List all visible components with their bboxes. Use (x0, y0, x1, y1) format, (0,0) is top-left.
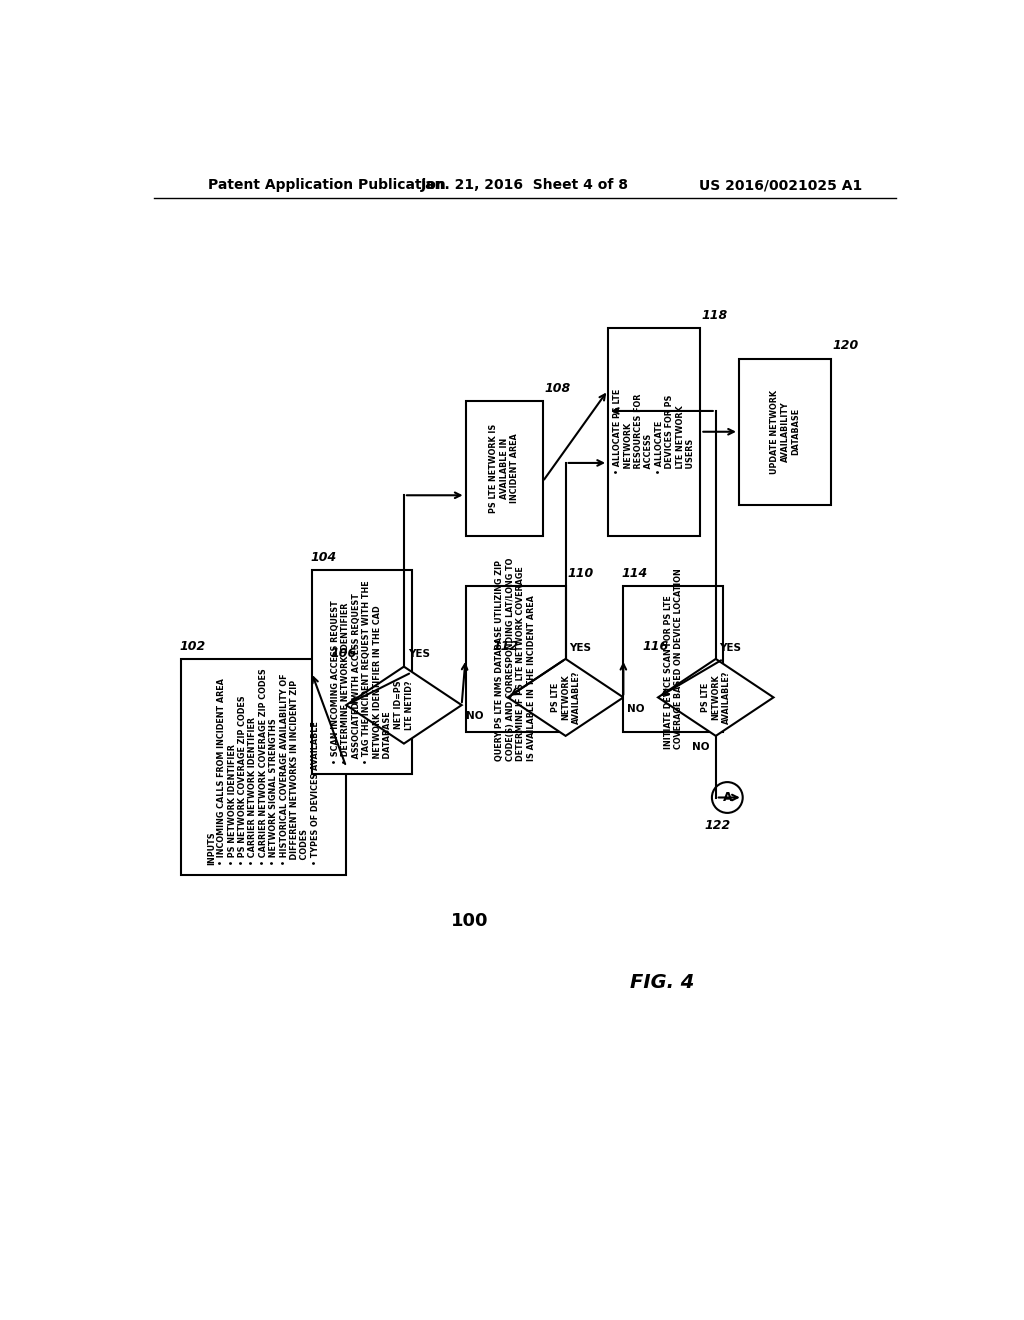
Text: US 2016/0021025 A1: US 2016/0021025 A1 (698, 178, 862, 193)
Text: A: A (723, 791, 732, 804)
Text: QUERY PS LTE NMS DATABASE UTILIZING ZIP
CODE(S) AND CORRESPONDING LAT/LONG TO
DE: QUERY PS LTE NMS DATABASE UTILIZING ZIP … (496, 557, 536, 760)
Text: Jan. 21, 2016  Sheet 4 of 8: Jan. 21, 2016 Sheet 4 of 8 (421, 178, 629, 193)
Text: 116: 116 (643, 640, 669, 653)
Text: 112: 112 (493, 640, 519, 653)
Text: 106: 106 (331, 647, 357, 660)
Bar (311, 570, 412, 775)
Text: UPDATE NETWORK
AVAILABILITY
DATABASE: UPDATE NETWORK AVAILABILITY DATABASE (770, 389, 800, 474)
Text: PS LTE
NETWORK
AVAILABLE?: PS LTE NETWORK AVAILABLE? (700, 671, 731, 725)
Text: 118: 118 (701, 309, 728, 322)
Text: NO: NO (628, 704, 645, 714)
Text: 114: 114 (622, 566, 648, 579)
Polygon shape (346, 667, 462, 743)
Text: 100: 100 (451, 912, 488, 929)
Text: YES: YES (720, 643, 741, 653)
Text: INPUTS
• INCOMING CALLS FROM INCIDENT AREA
• PS NETWORK IDENTIFIER
• PS NETWORK : INPUTS • INCOMING CALLS FROM INCIDENT AR… (207, 668, 319, 865)
Text: 122: 122 (705, 818, 730, 832)
Text: NET ID=PS
LTE NETID?: NET ID=PS LTE NETID? (394, 680, 414, 730)
Polygon shape (508, 659, 624, 737)
Text: NO: NO (692, 742, 710, 752)
Text: • SCAN INCOMING ACCESS REQUEST
• DETERMINE NETWORK IDENTIFIER
  ASSOCIATED WITH : • SCAN INCOMING ACCESS REQUEST • DETERMI… (331, 581, 392, 764)
Bar (608, 327, 700, 536)
Text: YES: YES (408, 649, 430, 659)
Text: 110: 110 (567, 566, 593, 579)
Bar (466, 586, 565, 733)
Text: YES: YES (569, 643, 592, 653)
Text: NO: NO (466, 711, 483, 721)
Text: • ALLOCATE PS LTE
  NETWORK
  RESOURCES FOR
  ACCESS
• ALLOCATE
  DEVICES FOR PS: • ALLOCATE PS LTE NETWORK RESOURCES FOR … (613, 389, 695, 474)
Bar (739, 359, 831, 506)
Text: PS LTE
NETWORK
AVAILABLE?: PS LTE NETWORK AVAILABLE? (551, 671, 581, 725)
Text: FIG. 4: FIG. 4 (630, 973, 694, 991)
Text: 108: 108 (544, 381, 570, 395)
Text: 120: 120 (833, 339, 859, 352)
Text: 102: 102 (179, 640, 206, 653)
Text: INITIATE DEVICE SCAN FOR PS LTE
COVERAGE BASED ON DEVICE LOCATION: INITIATE DEVICE SCAN FOR PS LTE COVERAGE… (664, 569, 683, 750)
Bar (466, 401, 543, 536)
Polygon shape (658, 659, 773, 737)
Bar (180, 659, 346, 875)
Text: 104: 104 (310, 552, 336, 564)
Text: PS LTE NETWORK IS
AVAILABLE IN
INCIDENT AREA: PS LTE NETWORK IS AVAILABLE IN INCIDENT … (489, 424, 519, 513)
Bar (624, 586, 724, 733)
Text: Patent Application Publication: Patent Application Publication (208, 178, 445, 193)
